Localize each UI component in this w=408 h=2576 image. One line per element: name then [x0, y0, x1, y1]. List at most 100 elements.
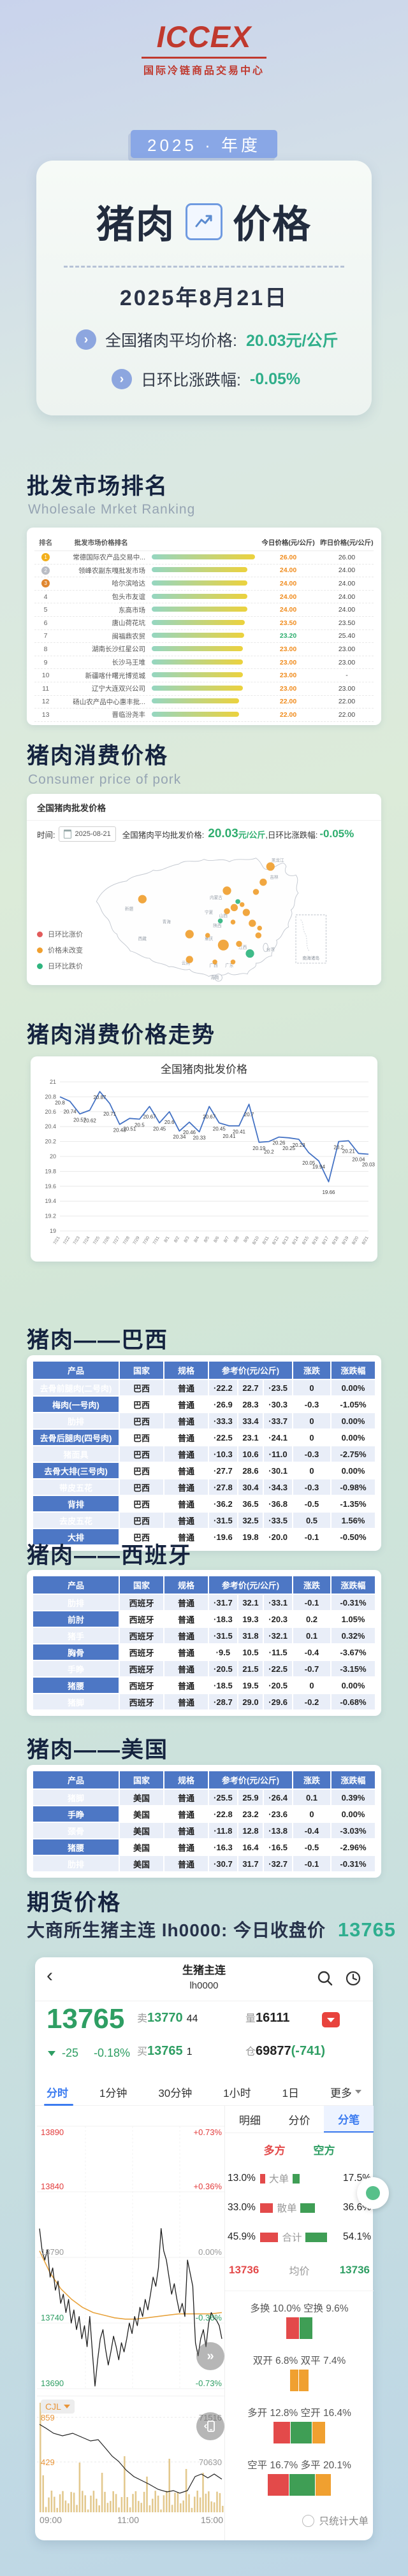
column-header: 国家 — [119, 1575, 164, 1595]
table-row: 颈骨 美国 普通 ·11.8 12.8·13.8 -0.4 -3.03% — [32, 1822, 376, 1839]
svg-text:8/5: 8/5 — [203, 1235, 210, 1243]
svg-text:20.41: 20.41 — [222, 1133, 236, 1139]
trend-chart-icon — [186, 203, 222, 240]
ranking-section-subtitle: Wholesale Mrket Ranking — [28, 502, 196, 517]
price-bar — [152, 619, 245, 625]
price-bar — [152, 554, 255, 559]
svg-text:20.71: 20.71 — [103, 1111, 117, 1117]
table-row: 去皮五花 巴西 普通 ·31.5 32.5·33.5 0.5 1.56% — [32, 1511, 376, 1529]
column-header: 规格 — [163, 1360, 209, 1380]
consumer-stat-row: 时间: 2025-08-21 全国猪肉平均批发价格: 20.03 元/公斤 ,日… — [37, 826, 381, 842]
legend-item: 价格未改变 — [37, 945, 83, 955]
period-tab-1小时[interactable]: 1小时 — [223, 2087, 251, 2099]
y-axis-price-label: 13790 — [41, 2247, 64, 2257]
svg-text:20.41: 20.41 — [233, 1129, 246, 1135]
avg-price-row: 13736 均价 13736 — [229, 2263, 370, 2278]
svg-text:20.67: 20.67 — [143, 1114, 156, 1120]
date-picker[interactable]: 2025-08-21 — [59, 826, 116, 842]
time-label: 时间: — [37, 830, 55, 840]
indicator-dropdown[interactable]: CJL — [41, 2400, 75, 2414]
brand-logo: ICCEX 国际冷链商品交易中心 — [0, 19, 408, 77]
svg-text:20.57: 20.57 — [73, 1117, 87, 1123]
alert-badge[interactable] — [322, 2012, 340, 2027]
column-header: 规格 — [163, 1575, 209, 1595]
svg-text:海南: 海南 — [210, 974, 219, 980]
detail-tab-分笔[interactable]: 分笔 — [324, 2106, 374, 2133]
svg-text:19.8: 19.8 — [45, 1168, 56, 1174]
large-order-filter[interactable]: 只统计大单 — [302, 2514, 368, 2528]
col-rank: 排名 — [39, 538, 53, 547]
expand-button[interactable]: » — [196, 2342, 224, 2370]
table-row: 猪脚 美国 普通 ·25.5 25.9·26.4 0.1 0.39% — [32, 1788, 376, 1806]
period-tabs: 分时 1分钟 30分钟 1小时 1日 更多 — [35, 2078, 373, 2106]
period-tab-30分钟[interactable]: 30分钟 — [158, 2087, 193, 2099]
flow-row: 13.0% 大单 17.5% — [228, 2173, 371, 2185]
stat-row-label: 多开 12.8% 空开 16.4% — [247, 2408, 351, 2419]
svg-text:19.2: 19.2 — [45, 1213, 56, 1220]
price-bar — [152, 685, 244, 691]
volume-value: 16111 — [256, 2011, 290, 2025]
search-icon[interactable] — [317, 1970, 333, 1987]
legend-dot-icon — [37, 947, 43, 953]
table-row: 10 新疆喀什曙光博览城 23.00- — [34, 669, 374, 682]
long-short-header: 多方 空方 — [225, 2141, 374, 2157]
svg-text:8/7: 8/7 — [223, 1235, 230, 1243]
service-icon — [366, 2186, 380, 2200]
col-today: 今日价格(元/公斤) — [261, 538, 315, 547]
detail-tab-明细[interactable]: 明细 — [238, 2114, 261, 2127]
svg-text:19.4: 19.4 — [45, 1198, 56, 1204]
period-tab-1分钟[interactable]: 1分钟 — [99, 2087, 127, 2099]
svg-text:8/21: 8/21 — [361, 1235, 370, 1245]
svg-text:宁夏: 宁夏 — [205, 909, 214, 915]
svg-text:20.74: 20.74 — [64, 1109, 77, 1114]
back-icon[interactable]: ‹ — [47, 1965, 53, 1986]
price-bar — [152, 633, 244, 638]
short-bar — [305, 2232, 327, 2242]
app-title: 生猪主连 lh0000 — [35, 1963, 373, 1992]
map-legend: 日环比涨价 价格未改变 日环比跌价 — [37, 929, 83, 971]
svg-text:20.45: 20.45 — [153, 1126, 166, 1132]
svg-text:8/15: 8/15 — [302, 1235, 310, 1245]
service-bubble[interactable] — [357, 2177, 389, 2209]
ask-label: 卖 — [137, 2013, 148, 2024]
period-tab-1日[interactable]: 1日 — [282, 2087, 300, 2099]
table-row: 猪手 西班牙 普通 ·31.5 31.8·32.1 0.1 0.32% — [32, 1627, 376, 1644]
vol-tick-high: 859 — [41, 2413, 55, 2422]
stat-row-bar — [225, 2316, 374, 2339]
price-bar — [152, 672, 244, 678]
table-row: 手睁 美国 普通 ·22.8 23.2·23.6 0 0.00% — [32, 1805, 376, 1823]
svg-text:20.21: 20.21 — [342, 1148, 356, 1154]
detail-tab-分价[interactable]: 分价 — [288, 2114, 310, 2127]
mobile-share-button[interactable] — [196, 2412, 224, 2440]
divider — [27, 820, 381, 821]
ranking-section-title: 批发市场排名 — [27, 474, 169, 499]
col-market: 批发市场价格排名 — [74, 538, 128, 547]
y-axis-price-label: 13690 — [41, 2378, 64, 2388]
svg-text:8/9: 8/9 — [243, 1235, 250, 1243]
clock-icon[interactable] — [345, 1970, 361, 1987]
futures-prefix: 大商所生猪主连 lh0000: 今日收盘价 — [27, 1920, 326, 1940]
svg-text:20.04: 20.04 — [352, 1156, 365, 1162]
svg-text:20.4: 20.4 — [45, 1123, 56, 1130]
svg-text:8/3: 8/3 — [184, 1235, 191, 1243]
y-axis-pct-label: 0.00% — [198, 2247, 222, 2257]
more-tab[interactable]: 更多 — [330, 2084, 361, 2100]
period-tab-分时[interactable]: 分时 — [47, 2087, 68, 2099]
y-axis-price-label: 13890 — [41, 2127, 64, 2137]
svg-text:19: 19 — [50, 1228, 56, 1234]
svg-text:20.26: 20.26 — [272, 1140, 286, 1146]
svg-text:8/18: 8/18 — [332, 1235, 340, 1245]
svg-text:广东: 广东 — [225, 962, 234, 968]
table-row: 猪腰 西班牙 普通 ·18.5 19.5·20.5 0 0.00% — [32, 1676, 376, 1694]
svg-text:江西: 江西 — [238, 945, 247, 950]
order-flow-panel: 明细 分价 分笔 多方 空方 13.0% 大单 17.5% 33.0% 散单 36.6% 45.… — [224, 2106, 374, 2540]
svg-text:8/1: 8/1 — [164, 1235, 171, 1243]
svg-text:8/13: 8/13 — [282, 1235, 290, 1245]
svg-text:20.8: 20.8 — [55, 1100, 65, 1105]
stat-label: 全国猪肉平均批发价格: — [122, 830, 205, 840]
consumer-card-title: 全国猪肉批发价格 — [37, 803, 106, 813]
vol-tick-low: 429 — [41, 2457, 55, 2467]
trend-line-chart: 全国猪肉批发价格 21 20.8 20.6 20.4 20.2 20 19.8 19.6 19.4… — [45, 1063, 375, 1246]
svg-text:20.25: 20.25 — [282, 1146, 296, 1151]
change-value: -25 — [62, 2047, 79, 2059]
